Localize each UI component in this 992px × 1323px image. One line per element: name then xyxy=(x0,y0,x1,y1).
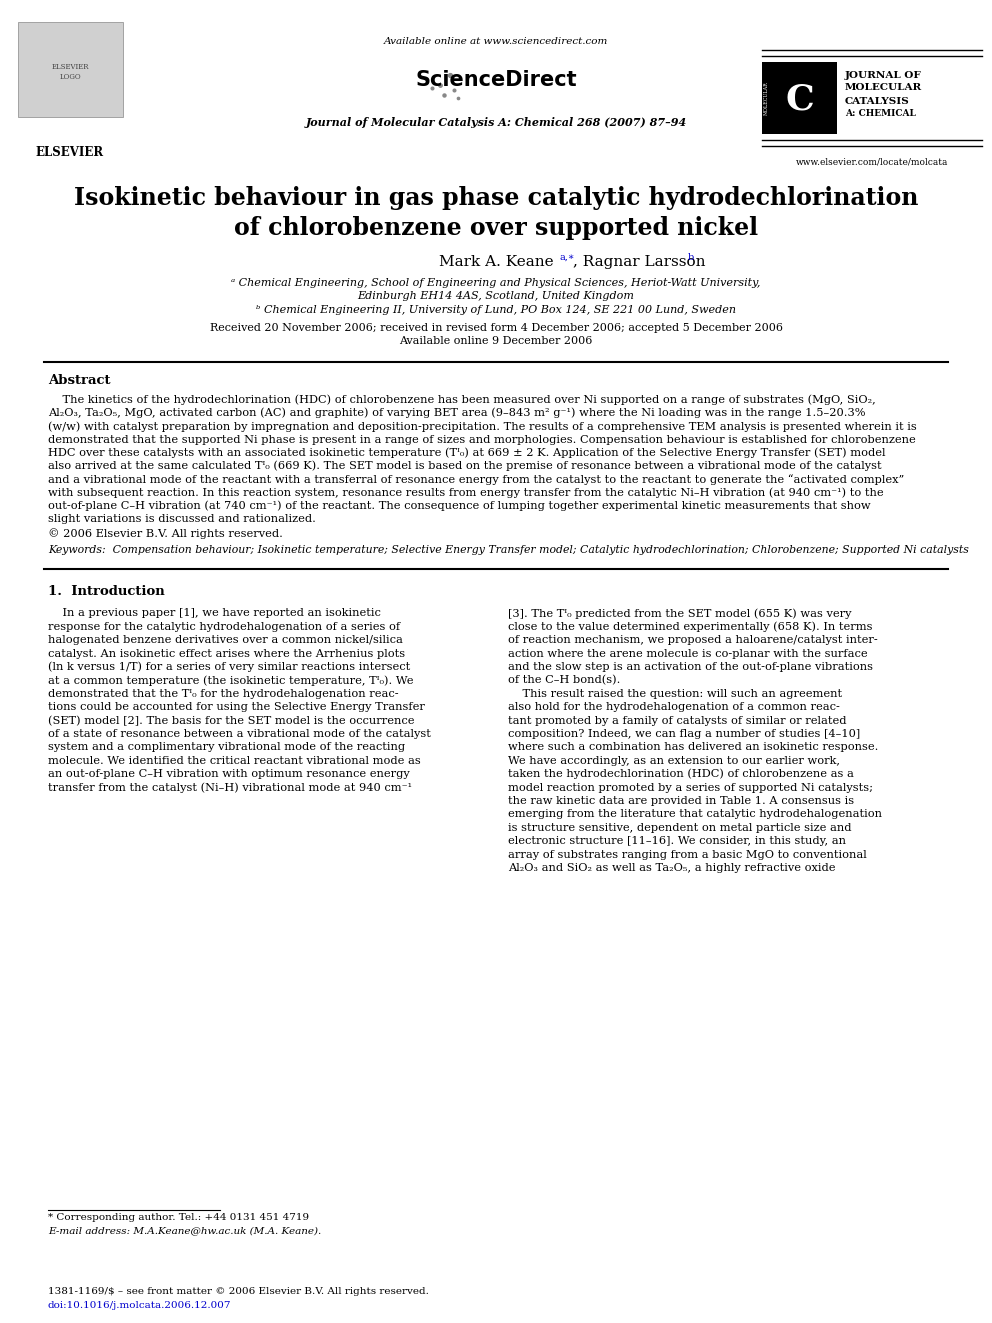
Text: close to the value determined experimentally (658 K). In terms: close to the value determined experiment… xyxy=(508,622,873,632)
Text: with subsequent reaction. In this reaction system, resonance results from energy: with subsequent reaction. In this reacti… xyxy=(48,487,884,497)
Text: Received 20 November 2006; received in revised form 4 December 2006; accepted 5 : Received 20 November 2006; received in r… xyxy=(209,323,783,333)
Text: Edinburgh EH14 4AS, Scotland, United Kingdom: Edinburgh EH14 4AS, Scotland, United Kin… xyxy=(357,291,635,302)
Text: and a vibrational mode of the reactant with a transferral of resonance energy fr: and a vibrational mode of the reactant w… xyxy=(48,474,905,484)
Text: halogenated benzene derivatives over a common nickel/silica: halogenated benzene derivatives over a c… xyxy=(48,635,403,646)
Text: response for the catalytic hydrodehalogenation of a series of: response for the catalytic hydrodehaloge… xyxy=(48,622,400,632)
Text: electronic structure [11–16]. We consider, in this study, an: electronic structure [11–16]. We conside… xyxy=(508,836,846,847)
Text: at a common temperature (the isokinetic temperature, Tᴵ₀). We: at a common temperature (the isokinetic … xyxy=(48,675,414,685)
Text: action where the arene molecule is co-planar with the surface: action where the arene molecule is co-pl… xyxy=(508,648,868,659)
Text: HDC over these catalysts with an associated isokinetic temperature (Tᴵ₀) at 669 : HDC over these catalysts with an associa… xyxy=(48,447,886,458)
Text: C: C xyxy=(786,82,814,116)
Text: and the slow step is an activation of the out-of-plane vibrations: and the slow step is an activation of th… xyxy=(508,662,873,672)
Text: Al₂O₃, Ta₂O₅, MgO, activated carbon (AC) and graphite) of varying BET area (9–84: Al₂O₃, Ta₂O₅, MgO, activated carbon (AC)… xyxy=(48,407,865,418)
Text: The kinetics of the hydrodechlorination (HDC) of chlorobenzene has been measured: The kinetics of the hydrodechlorination … xyxy=(48,394,876,405)
Text: ELSEVIER
LOGO: ELSEVIER LOGO xyxy=(52,64,88,81)
Text: MOLECULAR: MOLECULAR xyxy=(764,81,769,115)
Text: a,∗: a,∗ xyxy=(560,253,575,262)
Text: (w/w) with catalyst preparation by impregnation and deposition-precipitation. Th: (w/w) with catalyst preparation by impre… xyxy=(48,421,917,431)
Text: MOLECULAR: MOLECULAR xyxy=(845,83,923,93)
Text: of a state of resonance between a vibrational mode of the catalyst: of a state of resonance between a vibrat… xyxy=(48,729,431,740)
Text: demonstrated that the Tᴵ₀ for the hydrodehalogenation reac-: demonstrated that the Tᴵ₀ for the hydrod… xyxy=(48,689,399,699)
Text: demonstrated that the supported Ni phase is present in a range of sizes and morp: demonstrated that the supported Ni phase… xyxy=(48,434,916,445)
Text: ScienceDirect: ScienceDirect xyxy=(416,70,576,90)
Text: (ln k versus 1/T) for a series of very similar reactions intersect: (ln k versus 1/T) for a series of very s… xyxy=(48,662,411,672)
Text: the raw kinetic data are provided in Table 1. A consensus is: the raw kinetic data are provided in Tab… xyxy=(508,796,854,806)
Text: transfer from the catalyst (Ni–H) vibrational mode at 940 cm⁻¹: transfer from the catalyst (Ni–H) vibrat… xyxy=(48,782,412,792)
Text: E-mail address: M.A.Keane@hw.ac.uk (M.A. Keane).: E-mail address: M.A.Keane@hw.ac.uk (M.A.… xyxy=(48,1226,321,1236)
Text: also arrived at the same calculated Tᴵ₀ (669 K). The SET model is based on the p: also arrived at the same calculated Tᴵ₀ … xyxy=(48,460,882,471)
FancyBboxPatch shape xyxy=(18,22,123,116)
Text: model reaction promoted by a series of supported Ni catalysts;: model reaction promoted by a series of s… xyxy=(508,783,873,792)
Text: (SET) model [2]. The basis for the SET model is the occurrence: (SET) model [2]. The basis for the SET m… xyxy=(48,716,415,726)
Text: Abstract: Abstract xyxy=(48,374,110,388)
Text: A: CHEMICAL: A: CHEMICAL xyxy=(845,110,916,119)
Text: JOURNAL OF: JOURNAL OF xyxy=(845,70,922,79)
Text: [3]. The Tᴵ₀ predicted from the SET model (655 K) was very: [3]. The Tᴵ₀ predicted from the SET mode… xyxy=(508,609,851,619)
Text: of the C–H bond(s).: of the C–H bond(s). xyxy=(508,675,620,685)
Text: of reaction mechanism, we proposed a haloarene/catalyst inter-: of reaction mechanism, we proposed a hal… xyxy=(508,635,878,646)
Text: Al₂O₃ and SiO₂ as well as Ta₂O₅, a highly refractive oxide: Al₂O₃ and SiO₂ as well as Ta₂O₅, a highl… xyxy=(508,863,835,873)
Text: slight variations is discussed and rationalized.: slight variations is discussed and ratio… xyxy=(48,513,315,524)
Text: ELSEVIER: ELSEVIER xyxy=(36,146,104,159)
Text: of chlorobenzene over supported nickel: of chlorobenzene over supported nickel xyxy=(234,216,758,239)
Text: out-of-plane C–H vibration (at 740 cm⁻¹) of the reactant. The consequence of lum: out-of-plane C–H vibration (at 740 cm⁻¹)… xyxy=(48,500,871,511)
Text: ᵇ Chemical Engineering II, University of Lund, PO Box 124, SE 221 00 Lund, Swede: ᵇ Chemical Engineering II, University of… xyxy=(256,306,736,315)
Text: CATALYSIS: CATALYSIS xyxy=(845,97,910,106)
Text: doi:10.1016/j.molcata.2006.12.007: doi:10.1016/j.molcata.2006.12.007 xyxy=(48,1302,231,1311)
Text: is structure sensitive, dependent on metal particle size and: is structure sensitive, dependent on met… xyxy=(508,823,851,832)
Text: ᵃ Chemical Engineering, School of Engineering and Physical Sciences, Heriot-Watt: ᵃ Chemical Engineering, School of Engine… xyxy=(231,278,761,288)
Text: Available online 9 December 2006: Available online 9 December 2006 xyxy=(400,336,592,347)
Text: b: b xyxy=(688,253,694,262)
Text: This result raised the question: will such an agreement: This result raised the question: will su… xyxy=(508,689,842,699)
Text: tant promoted by a family of catalysts of similar or related: tant promoted by a family of catalysts o… xyxy=(508,716,846,725)
Text: also hold for the hydrodehalogenation of a common reac-: also hold for the hydrodehalogenation of… xyxy=(508,703,840,712)
Text: Mark A. Keane: Mark A. Keane xyxy=(438,255,554,269)
Text: , Ragnar Larsson: , Ragnar Larsson xyxy=(573,255,705,269)
Text: 1381-1169/$ – see front matter © 2006 Elsevier B.V. All rights reserved.: 1381-1169/$ – see front matter © 2006 El… xyxy=(48,1287,429,1297)
Text: molecule. We identified the critical reactant vibrational mode as: molecule. We identified the critical rea… xyxy=(48,755,421,766)
Text: © 2006 Elsevier B.V. All rights reserved.: © 2006 Elsevier B.V. All rights reserved… xyxy=(48,529,283,540)
Text: www.elsevier.com/locate/molcata: www.elsevier.com/locate/molcata xyxy=(796,157,948,167)
Text: system and a complimentary vibrational mode of the reacting: system and a complimentary vibrational m… xyxy=(48,742,405,753)
Text: 1.  Introduction: 1. Introduction xyxy=(48,585,165,598)
Text: In a previous paper [1], we have reported an isokinetic: In a previous paper [1], we have reporte… xyxy=(48,609,381,618)
Text: Keywords:  Compensation behaviour; Isokinetic temperature; Selective Energy Tran: Keywords: Compensation behaviour; Isokin… xyxy=(48,545,969,556)
Text: We have accordingly, as an extension to our earlier work,: We have accordingly, as an extension to … xyxy=(508,755,840,766)
Text: array of substrates ranging from a basic MgO to conventional: array of substrates ranging from a basic… xyxy=(508,849,867,860)
Text: catalyst. An isokinetic effect arises where the Arrhenius plots: catalyst. An isokinetic effect arises wh… xyxy=(48,648,405,659)
Text: Available online at www.sciencedirect.com: Available online at www.sciencedirect.co… xyxy=(384,37,608,46)
Text: Journal of Molecular Catalysis A: Chemical 268 (2007) 87–94: Journal of Molecular Catalysis A: Chemic… xyxy=(306,116,686,127)
Text: Isokinetic behaviour in gas phase catalytic hydrodechlorination: Isokinetic behaviour in gas phase cataly… xyxy=(73,187,919,210)
Text: taken the hydrodechlorination (HDC) of chlorobenzene as a: taken the hydrodechlorination (HDC) of c… xyxy=(508,769,854,779)
Text: * Corresponding author. Tel.: +44 0131 451 4719: * Corresponding author. Tel.: +44 0131 4… xyxy=(48,1213,310,1222)
Text: an out-of-plane C–H vibration with optimum resonance energy: an out-of-plane C–H vibration with optim… xyxy=(48,769,410,779)
FancyBboxPatch shape xyxy=(762,62,837,134)
Text: composition? Indeed, we can flag a number of studies [4–10]: composition? Indeed, we can flag a numbe… xyxy=(508,729,860,740)
Text: tions could be accounted for using the Selective Energy Transfer: tions could be accounted for using the S… xyxy=(48,703,425,712)
Text: where such a combination has delivered an isokinetic response.: where such a combination has delivered a… xyxy=(508,742,878,753)
Text: emerging from the literature that catalytic hydrodehalogenation: emerging from the literature that cataly… xyxy=(508,810,882,819)
